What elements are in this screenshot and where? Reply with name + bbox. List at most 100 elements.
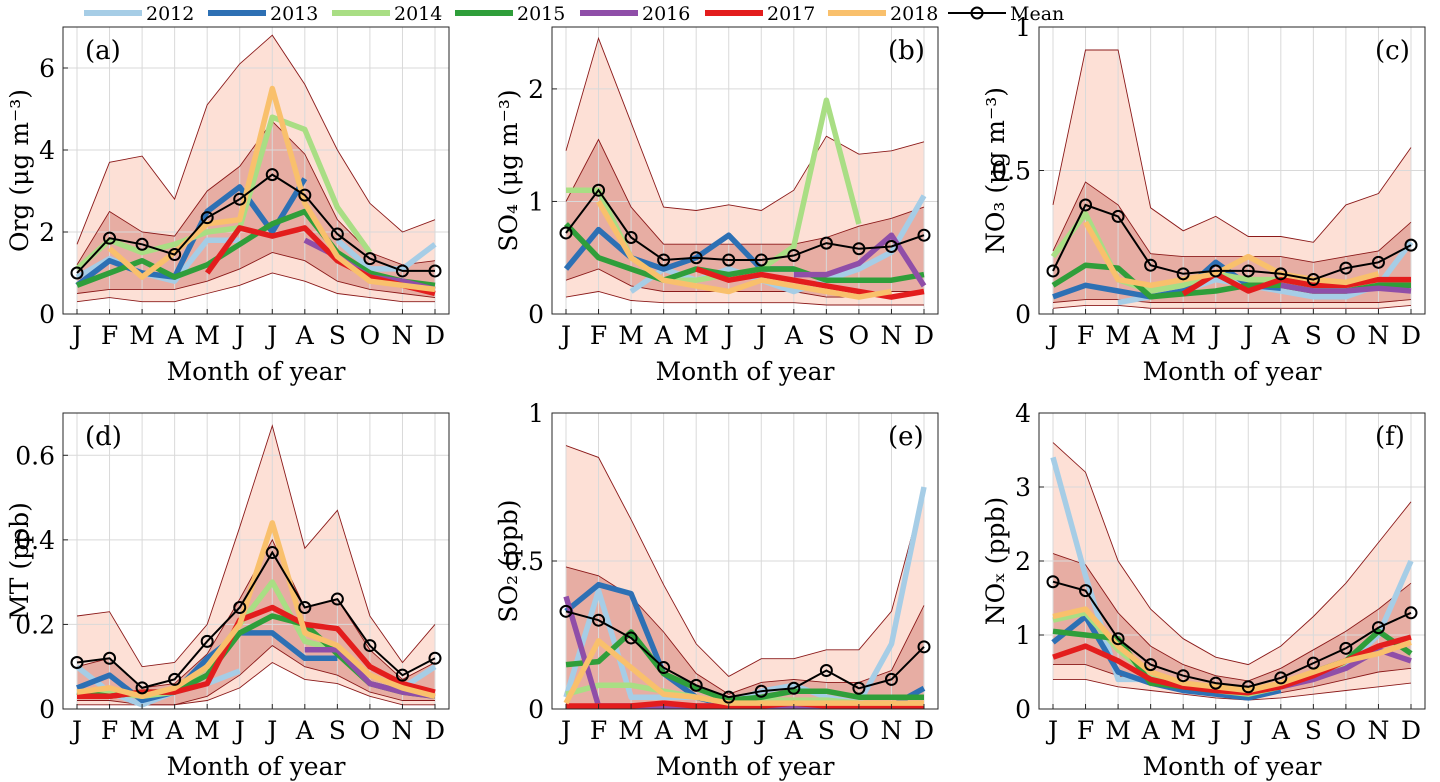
y-tick-label: 0: [39, 695, 55, 724]
x-tick-label: D: [1401, 321, 1421, 350]
x-tick-label: J: [558, 716, 571, 745]
x-tick-label: N: [881, 321, 903, 350]
x-tick-label: F: [590, 716, 607, 745]
y-axis-title: NO₃ (μg m⁻³): [981, 87, 1010, 254]
y-tick-label: 1: [528, 399, 544, 428]
legend-label-2014: 2014: [394, 3, 442, 25]
mean-point: [135, 681, 149, 695]
mean-point: [298, 188, 312, 202]
y-axis-title-unit: (ppb): [5, 502, 34, 570]
x-tick-label: M: [129, 321, 155, 350]
band-inner-lower: [1052, 299, 1412, 303]
mean-point: [884, 239, 898, 253]
mean-point: [363, 252, 377, 266]
mean-point: [1079, 198, 1093, 212]
series-line-2018: [107, 85, 436, 293]
band-outer-lower: [1053, 678, 1412, 701]
x-tick-label: J: [753, 716, 766, 745]
x-tick-label: A: [784, 716, 804, 745]
y-tick-label: 0: [528, 300, 544, 329]
series-line-2018: [1083, 220, 1380, 289]
mean-point: [787, 681, 801, 695]
x-axis-title: Month of year: [656, 752, 835, 781]
x-tick-label: A: [1141, 716, 1161, 745]
mean-point: [1274, 267, 1288, 281]
x-axis-title: Month of year: [656, 357, 835, 386]
mean-point: [330, 227, 344, 241]
y-tick-label: 0.5: [991, 157, 1031, 186]
x-tick-label: A: [165, 716, 185, 745]
mean-point: [363, 639, 377, 653]
panel-label: (c): [1375, 36, 1410, 66]
x-tick-label: S: [1305, 716, 1322, 745]
x-tick-label: A: [295, 716, 315, 745]
panel-label: (f): [1375, 422, 1405, 452]
mean-point: [200, 634, 214, 648]
mean-point: [754, 253, 768, 267]
y-axis-title: SO₂ (ppb): [494, 499, 523, 622]
x-tick-label: M: [194, 716, 220, 745]
plot-frame: [62, 412, 450, 710]
legend-label-2018: 2018: [890, 3, 938, 25]
band-outer-upper: [76, 34, 436, 245]
x-tick-label: A: [1271, 716, 1291, 745]
band-inner-upper: [1052, 553, 1412, 682]
y-tick-label: 0.4: [15, 526, 55, 555]
x-tick-label: M: [1170, 321, 1196, 350]
mean-point: [592, 613, 606, 627]
x-tick-label: O: [849, 321, 870, 350]
y-axis-title-main: Org: [5, 196, 34, 252]
y-axis-title: Org (μg m⁻³): [5, 89, 34, 252]
x-tick-label: J: [753, 321, 766, 350]
mean-point: [428, 651, 442, 665]
mean-point: [135, 237, 149, 251]
mean-point: [233, 192, 247, 206]
mean-point: [624, 631, 638, 645]
mean-point: [395, 264, 409, 278]
band-outer-upper: [1052, 49, 1412, 243]
mean-point: [819, 236, 833, 250]
plot-frame: [62, 26, 450, 315]
mean-point: [1241, 680, 1255, 694]
x-tick-label: A: [1141, 321, 1161, 350]
x-tick-label: D: [425, 716, 445, 745]
mean-point: [559, 226, 573, 240]
x-tick-label: A: [165, 321, 185, 350]
x-tick-label: J: [69, 321, 82, 350]
x-tick-label: S: [818, 321, 835, 350]
mean-point: [233, 601, 247, 615]
y-tick-label: 0: [1015, 695, 1031, 724]
x-tick-label: N: [392, 321, 414, 350]
band-inner: [1053, 182, 1411, 303]
y-axis-title: NOₓ (ppb): [981, 497, 1010, 625]
y-axis-title-unit: (ppb): [981, 497, 1010, 565]
y-tick-label: 2: [528, 75, 544, 104]
band-outer-upper: [76, 424, 436, 668]
mean-point: [1046, 575, 1060, 589]
x-tick-label: A: [1271, 321, 1291, 350]
legend: 2012 2013 2014 2015 2016 2017 2018 Mean: [84, 3, 1064, 25]
series-line-2016: [793, 232, 927, 288]
x-tick-label: F: [590, 321, 607, 350]
mean-point: [428, 264, 442, 278]
x-tick-label: J: [1208, 321, 1221, 350]
panel-label: (a): [85, 36, 121, 66]
mean-point: [1274, 671, 1288, 685]
y-axis-title: SO₄ (μg m⁻³): [494, 89, 523, 251]
x-tick-label: J: [1208, 716, 1221, 745]
band-outer: [1053, 442, 1411, 701]
y-tick-label: 0.2: [15, 610, 55, 639]
band-inner-upper: [1052, 181, 1412, 263]
mean-point: [1241, 264, 1255, 278]
y-axis-title-main: MT: [5, 570, 34, 620]
x-tick-label: S: [329, 321, 346, 350]
x-tick-label: M: [1170, 716, 1196, 745]
mean-point: [592, 183, 606, 197]
y-axis-title-unit: (μg m⁻³): [494, 89, 523, 196]
mean-point: [1404, 606, 1418, 620]
mean-point: [1306, 273, 1320, 287]
x-tick-label: J: [232, 321, 245, 350]
mean-point: [1371, 255, 1385, 269]
